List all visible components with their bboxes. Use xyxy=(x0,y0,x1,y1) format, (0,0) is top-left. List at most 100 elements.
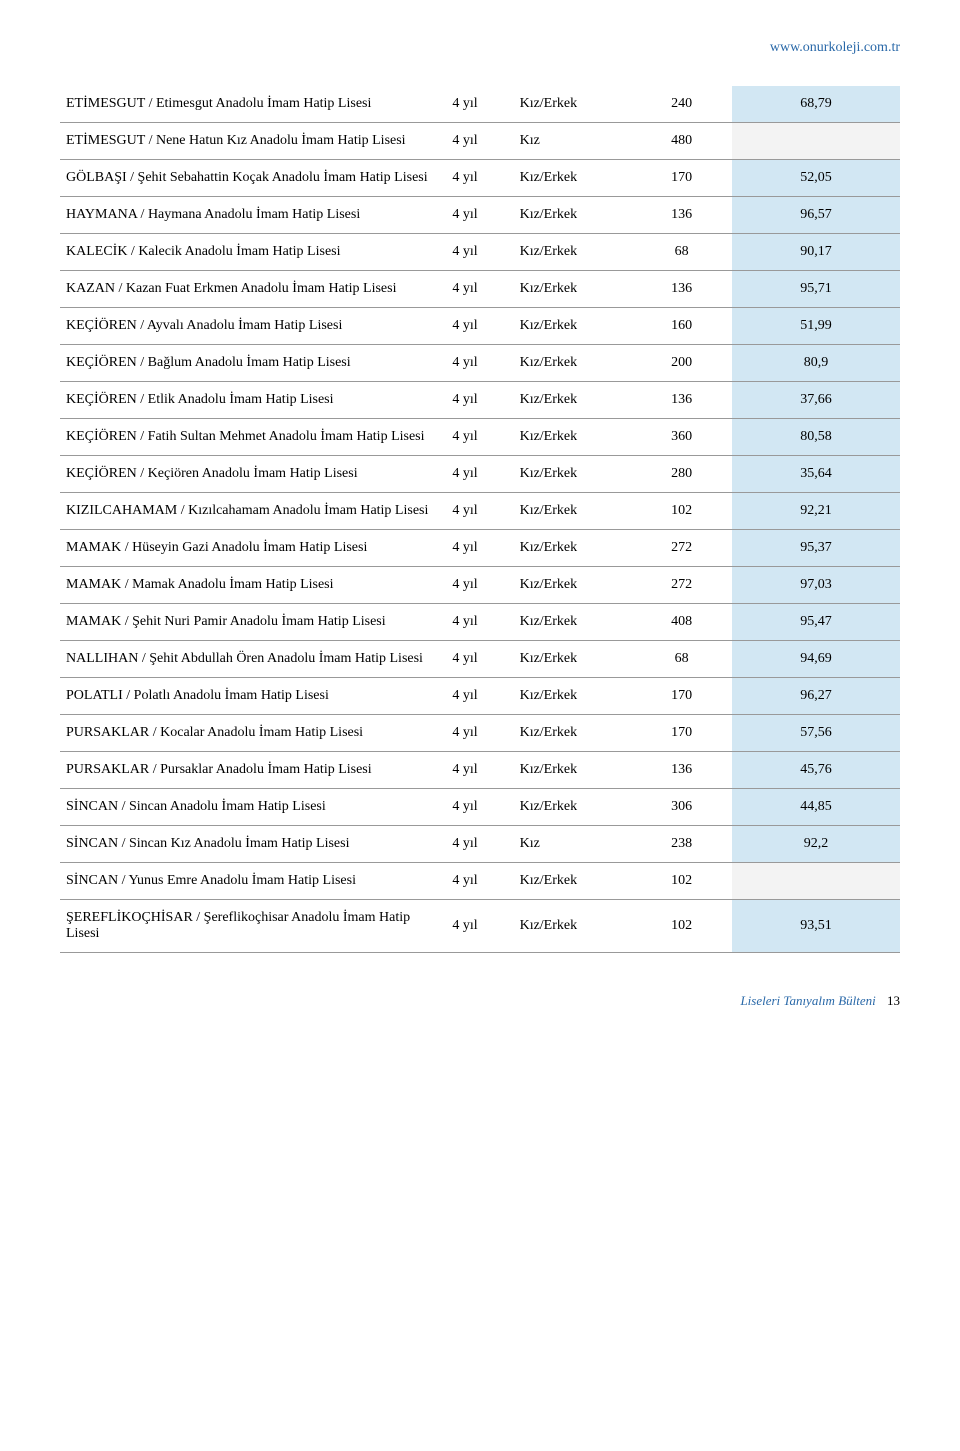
duration: 4 yıl xyxy=(446,641,513,678)
gender: Kız/Erkek xyxy=(514,900,632,953)
table-row: KALECİK / Kalecik Anadolu İmam Hatip Lis… xyxy=(60,234,900,271)
score: 96,27 xyxy=(732,678,900,715)
table-row: KEÇİÖREN / Fatih Sultan Mehmet Anadolu İ… xyxy=(60,419,900,456)
table-row: SİNCAN / Sincan Anadolu İmam Hatip Lises… xyxy=(60,789,900,826)
table-row: KEÇİÖREN / Bağlum Anadolu İmam Hatip Lis… xyxy=(60,345,900,382)
footer-title: Liseleri Tanıyalım Bülteni xyxy=(740,993,875,1008)
school-name: ŞEREFLİKOÇHİSAR / Şereflikoçhisar Anadol… xyxy=(60,900,446,953)
school-name: MAMAK / Hüseyin Gazi Anadolu İmam Hatip … xyxy=(60,530,446,567)
document-page: www.onurkoleji.com.tr ETİMESGUT / Etimes… xyxy=(0,0,960,1039)
score: 90,17 xyxy=(732,234,900,271)
duration: 4 yıl xyxy=(446,863,513,900)
duration: 4 yıl xyxy=(446,234,513,271)
score: 97,03 xyxy=(732,567,900,604)
school-name: MAMAK / Şehit Nuri Pamir Anadolu İmam Ha… xyxy=(60,604,446,641)
score: 68,79 xyxy=(732,86,900,123)
duration: 4 yıl xyxy=(446,419,513,456)
score: 80,58 xyxy=(732,419,900,456)
duration: 4 yıl xyxy=(446,86,513,123)
school-name: SİNCAN / Sincan Anadolu İmam Hatip Lises… xyxy=(60,789,446,826)
table-row: MAMAK / Hüseyin Gazi Anadolu İmam Hatip … xyxy=(60,530,900,567)
capacity: 240 xyxy=(631,86,732,123)
capacity: 306 xyxy=(631,789,732,826)
school-name: KEÇİÖREN / Fatih Sultan Mehmet Anadolu İ… xyxy=(60,419,446,456)
table-row: GÖLBAŞI / Şehit Sebahattin Koçak Anadolu… xyxy=(60,160,900,197)
capacity: 408 xyxy=(631,604,732,641)
duration: 4 yıl xyxy=(446,123,513,160)
score: 52,05 xyxy=(732,160,900,197)
table-row: SİNCAN / Yunus Emre Anadolu İmam Hatip L… xyxy=(60,863,900,900)
school-name: KEÇİÖREN / Etlik Anadolu İmam Hatip Lise… xyxy=(60,382,446,419)
score: 95,47 xyxy=(732,604,900,641)
gender: Kız/Erkek xyxy=(514,567,632,604)
capacity: 102 xyxy=(631,863,732,900)
capacity: 68 xyxy=(631,234,732,271)
header-url: www.onurkoleji.com.tr xyxy=(60,40,900,56)
gender: Kız/Erkek xyxy=(514,493,632,530)
gender: Kız/Erkek xyxy=(514,197,632,234)
score: 51,99 xyxy=(732,308,900,345)
table-row: SİNCAN / Sincan Kız Anadolu İmam Hatip L… xyxy=(60,826,900,863)
gender: Kız xyxy=(514,826,632,863)
duration: 4 yıl xyxy=(446,826,513,863)
duration: 4 yıl xyxy=(446,530,513,567)
capacity: 102 xyxy=(631,900,732,953)
school-name: ETİMESGUT / Etimesgut Anadolu İmam Hatip… xyxy=(60,86,446,123)
capacity: 170 xyxy=(631,160,732,197)
school-name: ETİMESGUT / Nene Hatun Kız Anadolu İmam … xyxy=(60,123,446,160)
duration: 4 yıl xyxy=(446,567,513,604)
school-name: KEÇİÖREN / Ayvalı Anadolu İmam Hatip Lis… xyxy=(60,308,446,345)
schools-table: ETİMESGUT / Etimesgut Anadolu İmam Hatip… xyxy=(60,86,900,953)
school-name: KEÇİÖREN / Bağlum Anadolu İmam Hatip Lis… xyxy=(60,345,446,382)
gender: Kız/Erkek xyxy=(514,604,632,641)
table-row: POLATLI / Polatlı Anadolu İmam Hatip Lis… xyxy=(60,678,900,715)
table-row: KAZAN / Kazan Fuat Erkmen Anadolu İmam H… xyxy=(60,271,900,308)
table-row: PURSAKLAR / Kocalar Anadolu İmam Hatip L… xyxy=(60,715,900,752)
school-name: KEÇİÖREN / Keçiören Anadolu İmam Hatip L… xyxy=(60,456,446,493)
gender: Kız/Erkek xyxy=(514,715,632,752)
page-footer: Liseleri Tanıyalım Bülteni 13 xyxy=(60,993,900,1009)
gender: Kız/Erkek xyxy=(514,863,632,900)
capacity: 136 xyxy=(631,271,732,308)
score: 92,21 xyxy=(732,493,900,530)
capacity: 68 xyxy=(631,641,732,678)
table-row: ŞEREFLİKOÇHİSAR / Şereflikoçhisar Anadol… xyxy=(60,900,900,953)
gender: Kız/Erkek xyxy=(514,345,632,382)
gender: Kız/Erkek xyxy=(514,641,632,678)
gender: Kız xyxy=(514,123,632,160)
capacity: 136 xyxy=(631,382,732,419)
school-name: POLATLI / Polatlı Anadolu İmam Hatip Lis… xyxy=(60,678,446,715)
capacity: 360 xyxy=(631,419,732,456)
school-name: SİNCAN / Yunus Emre Anadolu İmam Hatip L… xyxy=(60,863,446,900)
duration: 4 yıl xyxy=(446,456,513,493)
duration: 4 yıl xyxy=(446,604,513,641)
score: 95,37 xyxy=(732,530,900,567)
duration: 4 yıl xyxy=(446,678,513,715)
school-name: KALECİK / Kalecik Anadolu İmam Hatip Lis… xyxy=(60,234,446,271)
score: 92,2 xyxy=(732,826,900,863)
capacity: 102 xyxy=(631,493,732,530)
score: 94,69 xyxy=(732,641,900,678)
table-row: KEÇİÖREN / Ayvalı Anadolu İmam Hatip Lis… xyxy=(60,308,900,345)
gender: Kız/Erkek xyxy=(514,308,632,345)
score: 95,71 xyxy=(732,271,900,308)
score: 96,57 xyxy=(732,197,900,234)
gender: Kız/Erkek xyxy=(514,530,632,567)
duration: 4 yıl xyxy=(446,900,513,953)
score xyxy=(732,863,900,900)
gender: Kız/Erkek xyxy=(514,419,632,456)
duration: 4 yıl xyxy=(446,197,513,234)
duration: 4 yıl xyxy=(446,493,513,530)
duration: 4 yıl xyxy=(446,271,513,308)
school-name: PURSAKLAR / Kocalar Anadolu İmam Hatip L… xyxy=(60,715,446,752)
table-row: KEÇİÖREN / Keçiören Anadolu İmam Hatip L… xyxy=(60,456,900,493)
duration: 4 yıl xyxy=(446,308,513,345)
capacity: 272 xyxy=(631,530,732,567)
score: 44,85 xyxy=(732,789,900,826)
score xyxy=(732,123,900,160)
score: 80,9 xyxy=(732,345,900,382)
table-row: MAMAK / Şehit Nuri Pamir Anadolu İmam Ha… xyxy=(60,604,900,641)
school-name: HAYMANA / Haymana Anadolu İmam Hatip Lis… xyxy=(60,197,446,234)
capacity: 160 xyxy=(631,308,732,345)
table-row: NALLIHAN / Şehit Abdullah Ören Anadolu İ… xyxy=(60,641,900,678)
